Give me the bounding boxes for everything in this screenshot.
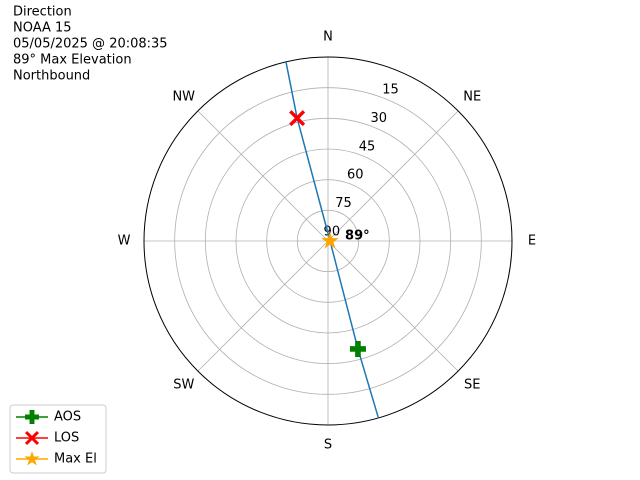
title-line: 05/05/2025 @ 20:08:35 [13, 37, 168, 52]
grid-spoke [327, 110, 459, 242]
theta-tick-label: E [528, 234, 536, 249]
polar-frame [143, 56, 513, 426]
grid-spoke [327, 240, 459, 372]
point-marker [349, 340, 366, 357]
r-tick-label: 60 [347, 168, 364, 183]
theta-tick-label: N [323, 30, 333, 45]
title-line: 89° Max Elevation [13, 53, 132, 68]
legend-label: LOS [54, 431, 79, 446]
legend-marker [24, 450, 40, 466]
theta-tick-label: NE [463, 89, 481, 104]
theta-tick-label: W [118, 234, 131, 249]
theta-tick-label: SE [464, 378, 480, 393]
point-marker [289, 110, 306, 127]
title-line: Direction [13, 5, 72, 20]
r-tick-label: 15 [382, 83, 399, 98]
title-line: NOAA 15 [13, 21, 72, 36]
point-marker [321, 231, 339, 249]
theta-tick-label: S [324, 438, 332, 453]
title-line: Northbound [13, 69, 90, 84]
r-tick-label: 75 [335, 196, 352, 211]
r-tick-label: 45 [359, 139, 376, 154]
grid-spoke [197, 110, 329, 242]
legend-label: Max El [54, 452, 97, 467]
legend-marker [25, 431, 39, 445]
annotation: 89° [345, 229, 370, 244]
theta-tick-label: SW [173, 378, 194, 393]
legend-marker [25, 410, 39, 424]
theta-tick-label: NW [172, 89, 195, 104]
grid-spoke [197, 240, 329, 372]
r-tick-label: 30 [370, 111, 387, 126]
legend-label: AOS [54, 410, 81, 425]
r-tick-label: 90 [324, 224, 341, 239]
